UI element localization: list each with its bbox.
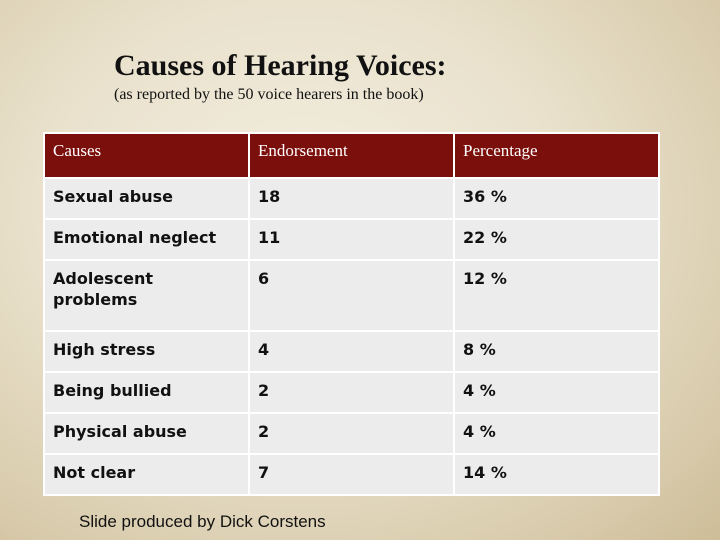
endorsement-cell: 18 [248, 177, 455, 220]
table-row: Adolescent problems 6 12 % [43, 259, 660, 332]
percentage-cell: 4 % [453, 412, 660, 455]
table-row: Sexual abuse 18 36 % [43, 177, 660, 220]
table-header-row: Causes Endorsement Percentage [43, 132, 660, 179]
cause-cell: Not clear [43, 453, 250, 496]
percentage-cell: 14 % [453, 453, 660, 496]
endorsement-cell: 2 [248, 412, 455, 455]
percentage-cell: 4 % [453, 371, 660, 414]
table-row: Being bullied 2 4 % [43, 371, 660, 414]
column-header-percentage: Percentage [453, 132, 660, 179]
cause-cell: Sexual abuse [43, 177, 250, 220]
endorsement-cell: 2 [248, 371, 455, 414]
column-header-endorsement: Endorsement [248, 132, 455, 179]
cause-cell: Adolescent problems [43, 259, 250, 332]
table-row: Emotional neglect 11 22 % [43, 218, 660, 261]
endorsement-cell: 6 [248, 259, 455, 332]
slide-subtitle: (as reported by the 50 voice hearers in … [114, 86, 424, 103]
percentage-cell: 22 % [453, 218, 660, 261]
endorsement-cell: 7 [248, 453, 455, 496]
cause-cell: High stress [43, 330, 250, 373]
table-row: High stress 4 8 % [43, 330, 660, 373]
slide-credit: Slide produced by Dick Corstens [79, 512, 326, 531]
cause-cell: Being bullied [43, 371, 250, 414]
slide-title: Causes of Hearing Voices: [114, 49, 447, 82]
cause-cell: Emotional neglect [43, 218, 250, 261]
table-row: Not clear 7 14 % [43, 453, 660, 496]
slide-header: Causes of Hearing Voices: (as reported b… [114, 48, 447, 104]
cause-cell: Physical abuse [43, 412, 250, 455]
column-header-causes: Causes [43, 132, 250, 179]
percentage-cell: 8 % [453, 330, 660, 373]
percentage-cell: 36 % [453, 177, 660, 220]
endorsement-cell: 4 [248, 330, 455, 373]
endorsement-cell: 11 [248, 218, 455, 261]
percentage-cell: 12 % [453, 259, 660, 332]
table-row: Physical abuse 2 4 % [43, 412, 660, 455]
causes-table: Causes Endorsement Percentage Sexual abu… [43, 132, 660, 496]
